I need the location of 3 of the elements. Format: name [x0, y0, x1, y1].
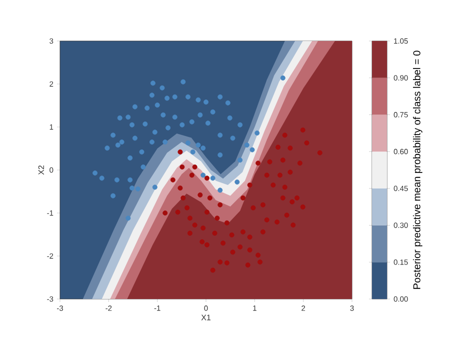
y-axis-title: X2: [38, 166, 44, 175]
x-axis-title: X1: [201, 314, 211, 320]
color-bar-title: Posterior predictive mean probability of class label = 0: [413, 50, 422, 289]
